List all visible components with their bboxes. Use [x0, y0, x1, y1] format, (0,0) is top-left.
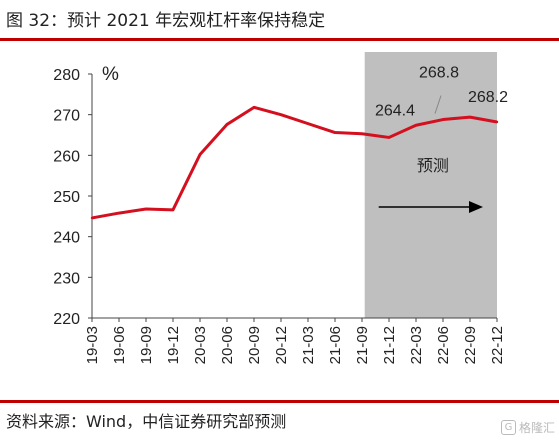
forecast-label: 预测	[417, 157, 449, 175]
series-point	[495, 120, 499, 124]
y-tick-label: 280	[53, 67, 80, 84]
series-point	[144, 207, 148, 211]
data-label: 264.4	[375, 102, 415, 119]
series-layer	[90, 105, 499, 220]
source-note: 资料来源：Wind，中信证券研究部预测	[6, 412, 287, 431]
x-tick-label: 21-06	[327, 326, 344, 364]
x-tick-label: 22-03	[408, 326, 425, 364]
x-tick-label: 19-12	[165, 326, 182, 364]
forecast-arrow-icon	[469, 201, 483, 213]
x-tick-label: 19-06	[111, 326, 128, 364]
series-point	[333, 131, 337, 134]
series-point	[441, 118, 445, 121]
series-point	[198, 153, 202, 156]
x-tick-label: 22-06	[435, 326, 452, 364]
watermark-text: 格隆汇	[518, 421, 555, 435]
y-tick-label: 220	[53, 311, 80, 328]
series-point	[468, 115, 472, 119]
y-tick-label: 260	[53, 148, 80, 165]
x-tick-label: 20-12	[273, 326, 290, 364]
y-tick-label: 240	[53, 230, 80, 247]
y-axis-unit: %	[102, 64, 119, 85]
x-tick-label: 20-06	[219, 326, 236, 364]
y-tick-label: 230	[53, 270, 80, 287]
series-point	[252, 106, 256, 109]
data-label-leader	[434, 95, 442, 114]
series-point	[171, 208, 175, 212]
x-tick-label: 19-03	[84, 326, 101, 364]
series-point	[225, 123, 229, 126]
data-label: 268.8	[419, 65, 459, 82]
annotation-layer: 264.4 268.8 268.2 预测	[375, 65, 508, 213]
series-point	[117, 211, 121, 215]
footer-rule	[0, 400, 559, 403]
watermark-logo-icon: G	[500, 420, 516, 435]
x-tick-label: 22-12	[489, 326, 506, 364]
watermark: G 格隆汇	[500, 419, 555, 436]
data-label: 268.2	[468, 89, 508, 106]
page-title: 图 32：预计 2021 年宏观杠杆率保持稳定	[6, 11, 326, 31]
series-point	[306, 122, 310, 125]
x-tick-label: 19-09	[138, 326, 155, 364]
axes: 220 230 240 250 260 270 280 19-03 19-06 19-09 19-1…	[53, 67, 506, 364]
x-tick-label: 22-09	[462, 326, 479, 364]
series-line	[91, 105, 498, 220]
series-point	[279, 113, 283, 116]
series-point	[360, 132, 364, 135]
title-rule	[0, 38, 559, 41]
series-point	[414, 124, 418, 127]
forecast-region	[364, 52, 497, 318]
x-tick-label: 20-09	[246, 326, 263, 364]
series-point	[90, 216, 94, 220]
x-tick-label: 21-03	[300, 326, 317, 364]
x-tick-label: 20-03	[192, 326, 209, 364]
x-tick-label: 21-12	[381, 326, 398, 364]
x-tick-label: 21-09	[354, 326, 371, 364]
y-tick-label: 270	[53, 108, 80, 125]
series-point	[387, 136, 391, 139]
y-tick-label: 250	[53, 189, 80, 206]
